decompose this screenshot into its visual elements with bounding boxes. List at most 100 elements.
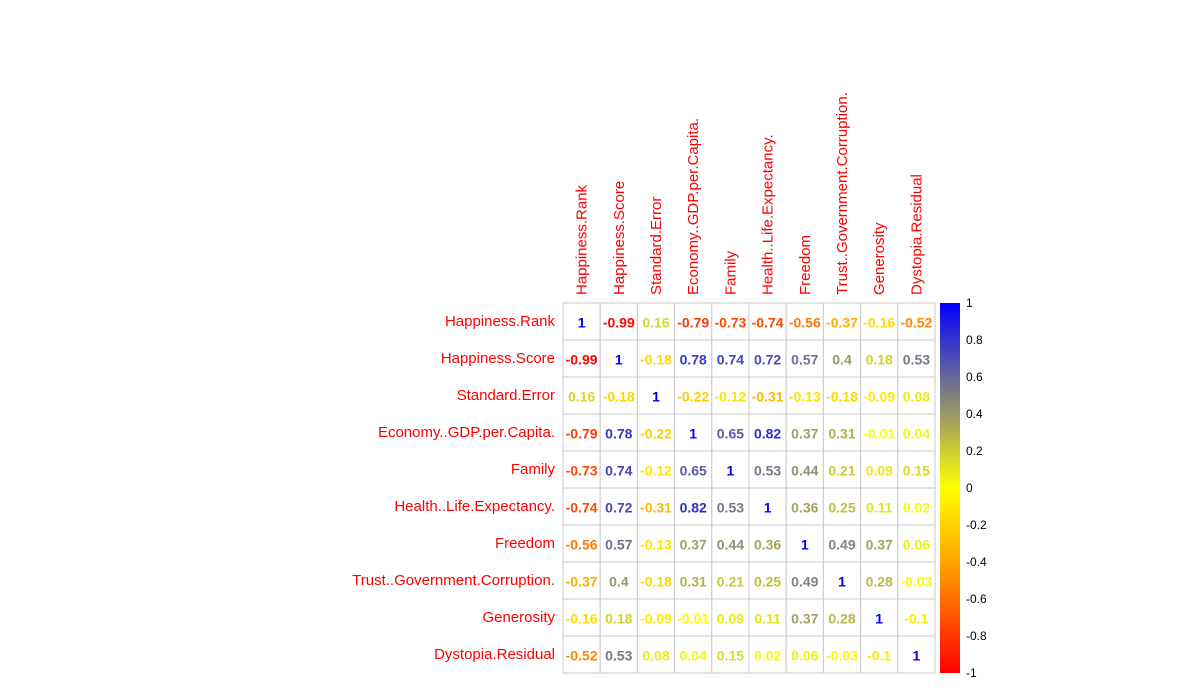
row-labels: Happiness.Rank Happiness.Score Standard.Er… (352, 313, 555, 663)
correlation-value: 0.78 (680, 352, 707, 368)
correlation-value: -0.37 (566, 574, 598, 590)
matrix-cell (897, 450, 936, 489)
correlation-value: -0.16 (566, 611, 598, 627)
correlation-value: 1 (913, 648, 921, 664)
matrix-cell (897, 561, 936, 600)
correlation-value: 0.72 (605, 500, 632, 516)
matrix-cell (748, 524, 787, 563)
correlation-grid: 1 -0.99 0.16 -0.79 -0.73 -0.74 -0.56 -0.37 -0.16… (562, 302, 936, 674)
correlation-value: -0.79 (566, 426, 598, 442)
correlation-value: 0.44 (791, 463, 818, 479)
correlation-value: 0.53 (754, 463, 781, 479)
correlation-value: 1 (652, 389, 660, 405)
matrix-cell (636, 376, 676, 415)
correlation-value: 0.57 (791, 352, 818, 368)
matrix-cell (636, 561, 676, 600)
correlation-value: -0.99 (566, 352, 598, 368)
correlation-value: -0.79 (677, 315, 709, 331)
matrix-cell (748, 450, 787, 489)
matrix-cell (674, 487, 713, 526)
correlation-value: 0.09 (866, 463, 893, 479)
correlation-value: 0.18 (605, 611, 632, 627)
correlation-value: -0.18 (603, 389, 635, 405)
correlation-value: 0.02 (754, 648, 781, 664)
matrix-cell (860, 598, 899, 637)
correlation-value: 0.74 (605, 463, 632, 479)
correlation-value: 0.44 (717, 537, 744, 553)
correlation-value: 0.82 (680, 500, 707, 516)
correlation-value: -0.22 (677, 389, 709, 405)
correlation-value: 0.37 (680, 537, 707, 553)
correlation-value: 0.82 (754, 426, 781, 442)
matrix-cell (897, 524, 936, 563)
correlation-value: 0.18 (866, 352, 893, 368)
matrix-cell (711, 635, 750, 674)
correlation-value: 0.28 (828, 611, 855, 627)
correlation-value: 0.16 (568, 389, 595, 405)
correlation-value: 0.04 (903, 426, 930, 442)
matrix-cell (599, 561, 638, 600)
color-legend: 1 0.8 0.6 0.4 0.2 0 -0.2 -0.4 -0.6 -0.8 -1 (940, 296, 987, 680)
matrix-cell (785, 413, 824, 452)
column-label: Happiness.Rank (574, 184, 591, 295)
matrix-cell (674, 561, 713, 600)
correlation-value: 0.16 (642, 315, 669, 331)
correlation-value: 1 (838, 574, 846, 590)
matrix-cell (674, 524, 713, 563)
correlation-value: 0.4 (609, 574, 629, 590)
legend-tick-label: 0.2 (966, 444, 983, 458)
column-label: Happiness.Score (611, 181, 628, 295)
correlation-value: -0.52 (900, 315, 932, 331)
correlation-value: 0.28 (866, 574, 893, 590)
correlation-value: 1 (801, 537, 809, 553)
correlation-value: 0.04 (680, 648, 707, 664)
correlation-value: -0.74 (752, 315, 784, 331)
correlation-value: -0.12 (714, 389, 746, 405)
correlation-value: -0.03 (826, 648, 858, 664)
legend-tick-label: -0.8 (966, 629, 987, 643)
matrix-cell (599, 598, 638, 637)
matrix-cell (562, 376, 601, 415)
correlation-value: -0.37 (826, 315, 858, 331)
correlation-value: 1 (764, 500, 772, 516)
row-label: Happiness.Rank (445, 313, 556, 330)
correlation-value: 0.65 (717, 426, 744, 442)
correlation-value: 0.49 (791, 574, 818, 590)
matrix-cell (785, 635, 824, 674)
matrix-cell (562, 487, 601, 526)
correlation-value: 0.09 (717, 611, 744, 627)
correlation-value: 0.36 (791, 500, 818, 516)
matrix-cell (860, 635, 899, 674)
row-label: Trust..Government.Corruption. (352, 572, 555, 589)
matrix-cell (785, 339, 824, 378)
row-label: Health..Life.Expectancy. (394, 498, 555, 515)
matrix-cell (860, 339, 899, 378)
matrix-cell (599, 450, 638, 489)
correlation-value: -0.22 (640, 426, 672, 442)
correlation-value: -0.31 (752, 389, 784, 405)
correlation-value: 0.57 (605, 537, 632, 553)
correlation-value: 0.37 (866, 537, 893, 553)
legend-tick-label: -1 (966, 666, 977, 680)
matrix-cell (860, 450, 899, 489)
row-label: Economy..GDP.per.Capita. (378, 424, 555, 441)
matrix-cell (711, 598, 750, 637)
matrix-cell (822, 376, 862, 415)
correlation-value: 0.15 (903, 463, 930, 479)
legend-tick-label: 0 (966, 481, 973, 495)
matrix-cell (897, 302, 936, 341)
matrix-cell (822, 561, 862, 600)
legend-tick-label: 1 (966, 296, 973, 310)
matrix-cell (822, 339, 862, 378)
correlation-value: 0.08 (642, 648, 669, 664)
correlation-value: 0.4 (832, 352, 852, 368)
correlation-value: -0.73 (566, 463, 598, 479)
correlation-value: 0.53 (605, 648, 632, 664)
legend-tick-label: 0.4 (966, 407, 983, 421)
matrix-cell (562, 302, 601, 341)
correlation-value: -0.52 (566, 648, 598, 664)
correlation-value: 0.78 (605, 426, 632, 442)
correlation-value: -0.16 (863, 315, 895, 331)
matrix-cell (897, 598, 936, 637)
